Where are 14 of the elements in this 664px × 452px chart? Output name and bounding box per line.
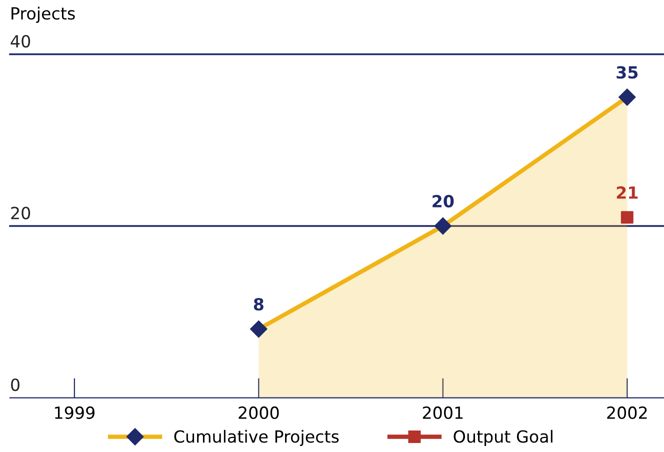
legend-label: Output Goal [454, 430, 552, 446]
x-tick-label: 1999 [55, 406, 94, 419]
data-label: 8 [254, 298, 264, 311]
x-tick-label: 2001 [422, 406, 463, 419]
y-tick-label: 40 [10, 34, 30, 48]
y-tick-label: 0 [11, 378, 20, 392]
x-tick-label: 2002 [607, 406, 647, 419]
y-axis-title: Projects [12, 6, 75, 23]
legend-label: Cumulative Projects [174, 430, 339, 446]
data-label: 21 [616, 186, 638, 199]
x-tick-label: 2000 [238, 406, 279, 419]
y-tick-label: 20 [11, 206, 30, 220]
data-label: 20 [432, 194, 454, 208]
data-label: 35 [616, 66, 638, 79]
